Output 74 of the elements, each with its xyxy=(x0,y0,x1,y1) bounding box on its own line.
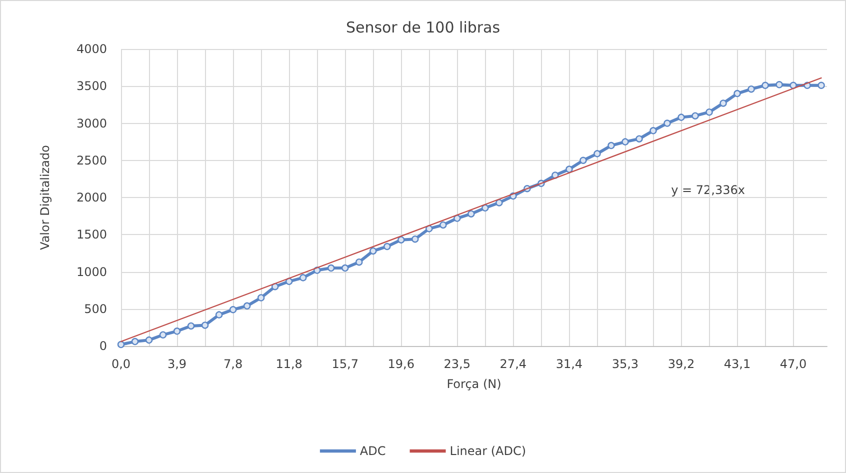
point xyxy=(608,142,615,150)
point xyxy=(720,100,727,107)
point xyxy=(734,90,741,98)
y-tick-label: 500 xyxy=(84,302,107,316)
point xyxy=(580,156,587,164)
point xyxy=(398,236,405,244)
point xyxy=(327,264,335,272)
legend-label: Linear (ADC) xyxy=(450,444,526,458)
x-tick-label: 43,1 xyxy=(724,357,751,371)
point xyxy=(678,114,685,121)
point xyxy=(341,264,349,272)
point xyxy=(692,112,699,120)
point xyxy=(426,225,433,232)
point xyxy=(650,127,657,134)
point xyxy=(566,166,573,173)
y-tick-label: 3500 xyxy=(76,79,107,94)
point xyxy=(412,235,419,243)
point xyxy=(145,336,153,344)
y-tick-label: 4000 xyxy=(76,42,107,56)
point xyxy=(454,214,461,222)
point xyxy=(776,81,783,88)
x-tick-label: 15,7 xyxy=(332,357,358,371)
x-tick-label: 35,3 xyxy=(612,357,639,371)
y-tick-label: 1500 xyxy=(76,228,107,242)
point xyxy=(552,172,559,179)
point xyxy=(131,338,139,346)
point xyxy=(440,221,447,229)
x-tick-label: 39,2 xyxy=(668,357,695,371)
y-tick-label: 1000 xyxy=(76,264,107,279)
point xyxy=(215,311,223,318)
point xyxy=(243,302,251,310)
chart-title: Sensor de 100 libras xyxy=(346,18,500,36)
legend-label: ADC xyxy=(360,444,386,458)
point xyxy=(496,199,503,206)
point xyxy=(706,108,713,116)
y-tick-label: 0 xyxy=(99,339,107,353)
point xyxy=(594,150,601,158)
point xyxy=(664,120,671,127)
x-tick-label: 31,4 xyxy=(556,357,583,371)
point xyxy=(187,322,195,330)
point xyxy=(384,242,391,250)
point xyxy=(117,340,125,348)
point xyxy=(159,331,167,338)
point xyxy=(622,138,629,146)
annotation: y = 72,336x xyxy=(671,183,745,197)
y-tick-label: 2500 xyxy=(76,153,107,168)
y-tick-label: 2000 xyxy=(76,190,107,204)
point xyxy=(299,274,307,282)
x-tick-label: 11,8 xyxy=(276,357,302,371)
x-tick-label: 23,5 xyxy=(444,357,470,371)
point xyxy=(271,283,279,290)
y-tick-label: 3000 xyxy=(76,116,107,130)
point xyxy=(257,294,265,302)
x-tick-label: 27,4 xyxy=(500,357,527,371)
x-tick-label: 47,0 xyxy=(780,357,807,371)
x-tick-label: 3,9 xyxy=(167,357,187,371)
point xyxy=(201,322,209,329)
point xyxy=(818,82,825,89)
x-tick-label: 0,0 xyxy=(111,357,131,371)
x-axis-title: Força (N) xyxy=(446,377,502,391)
point xyxy=(636,135,643,142)
point xyxy=(482,204,489,212)
point xyxy=(173,328,181,335)
y-axis-title: Valor Digitalizado xyxy=(38,145,52,250)
x-tick-label: 7,8 xyxy=(224,357,243,371)
x-tick-label: 19,6 xyxy=(388,357,414,371)
point xyxy=(370,247,377,255)
point xyxy=(356,258,363,266)
point xyxy=(748,85,755,93)
point xyxy=(229,306,237,314)
point xyxy=(468,210,475,218)
point xyxy=(762,82,769,89)
point xyxy=(790,82,797,89)
point xyxy=(285,278,293,285)
